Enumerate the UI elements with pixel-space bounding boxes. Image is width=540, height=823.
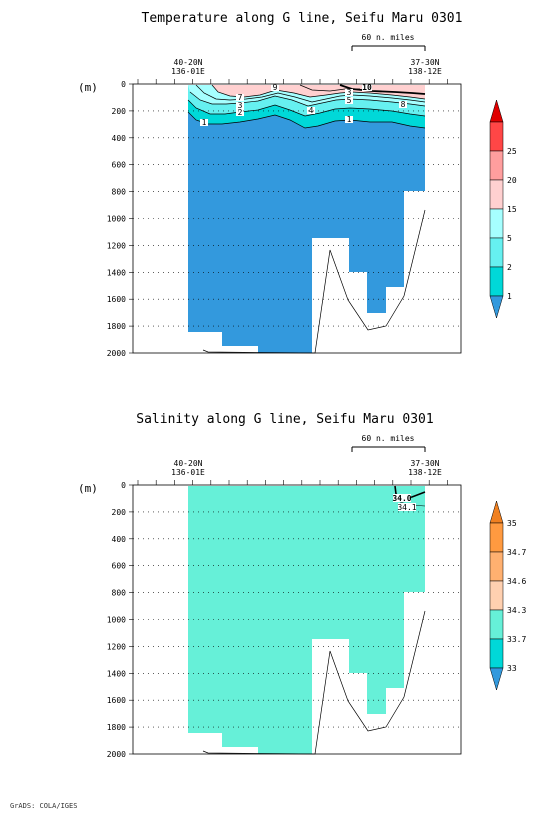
temperature-x-ticks	[137, 79, 448, 84]
t-y-tick-label: 1000	[107, 215, 126, 224]
temperature-contour-label: 8	[401, 100, 406, 109]
s-colorbar-bin	[489, 580, 504, 611]
salinity-contour-label: 34.1	[397, 503, 416, 512]
temperature-section-fill	[188, 85, 425, 353]
temperature-contour-label: 2	[238, 108, 243, 117]
temperature-y-axis: 0 200 400 600 800 1000 1200 1400 1600 1800 2000	[107, 80, 133, 358]
temperature-contour-lines	[187, 84, 426, 129]
salinity-start-lon: 136-01E	[171, 468, 205, 477]
s-colorbar-cap-bottom	[489, 667, 504, 691]
salinity-x-ticks	[137, 480, 448, 485]
temperature-title: Temperature along G line, Seifu Maru 030…	[142, 11, 463, 26]
t-y-tick-label: 800	[112, 188, 127, 197]
s-colorbar-bin	[489, 522, 504, 553]
s-y-tick-label: 1000	[107, 616, 126, 625]
salinity-contour-label: 34.0	[392, 494, 411, 503]
s-y-tick-label: 1600	[107, 696, 126, 705]
temperature-contour-label: 7	[238, 93, 243, 102]
salinity-panel: Salinity along G line, Seifu Maru 0301 6…	[78, 412, 526, 759]
s-colorbar-label: 34.6	[507, 577, 526, 586]
t-colorbar-cap-bottom	[489, 295, 504, 319]
t-colorbar-label: 15	[507, 205, 517, 214]
s-y-tick-label: 0	[121, 481, 126, 490]
t-colorbar-label: 20	[507, 176, 517, 185]
salinity-scale-bar: 60 n. miles	[351, 434, 426, 452]
s-colorbar-bin	[489, 638, 504, 669]
temperature-bathymetry-line	[202, 209, 426, 354]
temperature-scale-label: 60 n. miles	[362, 33, 415, 42]
temperature-contour-label: 4	[309, 106, 314, 115]
s-y-tick-label: 600	[112, 562, 127, 571]
s-y-tick-label: 2000	[107, 750, 126, 759]
s-y-tick-label: 400	[112, 535, 127, 544]
s-colorbar-label: 33	[507, 664, 517, 673]
t-y-tick-label: 200	[112, 107, 127, 116]
s-colorbar-label: 34.7	[507, 548, 526, 557]
t-colorbar-label: 5	[507, 234, 512, 243]
s-y-tick-label: 1200	[107, 642, 126, 651]
s-y-tick-label: 800	[112, 589, 127, 598]
temperature-end-lat: 37-30N	[411, 58, 440, 67]
temperature-start-lat: 40-20N	[174, 58, 203, 67]
grads-credit: GrADS: COLA/IGES	[10, 802, 77, 810]
s-colorbar-bin	[489, 551, 504, 582]
t-y-tick-label: 400	[112, 134, 127, 143]
t-colorbar-bin	[489, 121, 504, 152]
temperature-deep-fill	[188, 85, 425, 353]
salinity-bathymetry-line	[202, 610, 426, 755]
salinity-contour-labels: 34.0 34.1	[392, 494, 417, 512]
s-y-tick-label: 1400	[107, 669, 126, 678]
salinity-end-lat: 37-30N	[411, 459, 440, 468]
temperature-y-unit: (m)	[78, 81, 98, 94]
t-y-tick-label: 1200	[107, 241, 126, 250]
salinity-section-fill	[188, 486, 425, 754]
s-colorbar-bin	[489, 609, 504, 640]
salinity-y-axis: 0 200 400 600 800 1000 1200 1400 1600 1800 2000	[107, 481, 133, 759]
temperature-start-lon: 136-01E	[171, 67, 205, 76]
t-colorbar-bin	[489, 237, 504, 268]
s-colorbar-cap-top	[489, 500, 504, 524]
t-colorbar-label: 25	[507, 147, 517, 156]
s-colorbar-label: 33.7	[507, 635, 526, 644]
t-colorbar-bin	[489, 266, 504, 297]
temperature-contour-label: 1	[347, 115, 352, 124]
t-colorbar-bin	[489, 150, 504, 181]
s-y-tick-label: 1800	[107, 723, 126, 732]
t-y-tick-label: 1400	[107, 268, 126, 277]
temperature-contour-label: 5	[347, 96, 352, 105]
salinity-scale-label: 60 n. miles	[362, 434, 415, 443]
s-y-tick-label: 200	[112, 508, 127, 517]
salinity-y-unit: (m)	[78, 482, 98, 495]
salinity-colorbar: 33 33.7 34.3 34.6 34.7 35	[489, 500, 526, 691]
salinity-start-lat: 40-20N	[174, 459, 203, 468]
s-colorbar-label: 35	[507, 519, 517, 528]
t-colorbar-cap-top	[489, 99, 504, 123]
t-y-tick-label: 1600	[107, 295, 126, 304]
temperature-scale-bar: 60 n. miles	[351, 33, 426, 51]
temperature-end-lon: 138-12E	[408, 67, 442, 76]
temperature-contour-label: 3	[238, 101, 243, 110]
t-colorbar-label: 1	[507, 292, 512, 301]
t-colorbar-bin	[489, 208, 504, 239]
t-colorbar-label: 2	[507, 263, 512, 272]
temperature-contour-labels: 9 10 7 3 2 4 5 3 8 1 1	[200, 83, 407, 127]
t-colorbar-bin	[489, 179, 504, 210]
temperature-contour-label: 3	[347, 88, 352, 97]
salinity-title: Salinity along G line, Seifu Maru 0301	[136, 412, 433, 427]
temperature-contour-label: 10	[362, 83, 372, 92]
temperature-contour-label: 9	[273, 83, 278, 92]
t-y-tick-label: 0	[121, 80, 126, 89]
temperature-panel: Temperature along G line, Seifu Maru 030…	[78, 11, 517, 358]
temperature-contour-label: 1	[202, 118, 207, 127]
t-y-tick-label: 600	[112, 161, 127, 170]
t-y-tick-label: 2000	[107, 349, 126, 358]
s-colorbar-label: 34.3	[507, 606, 526, 615]
salinity-end-lon: 138-12E	[408, 468, 442, 477]
t-y-tick-label: 1800	[107, 322, 126, 331]
